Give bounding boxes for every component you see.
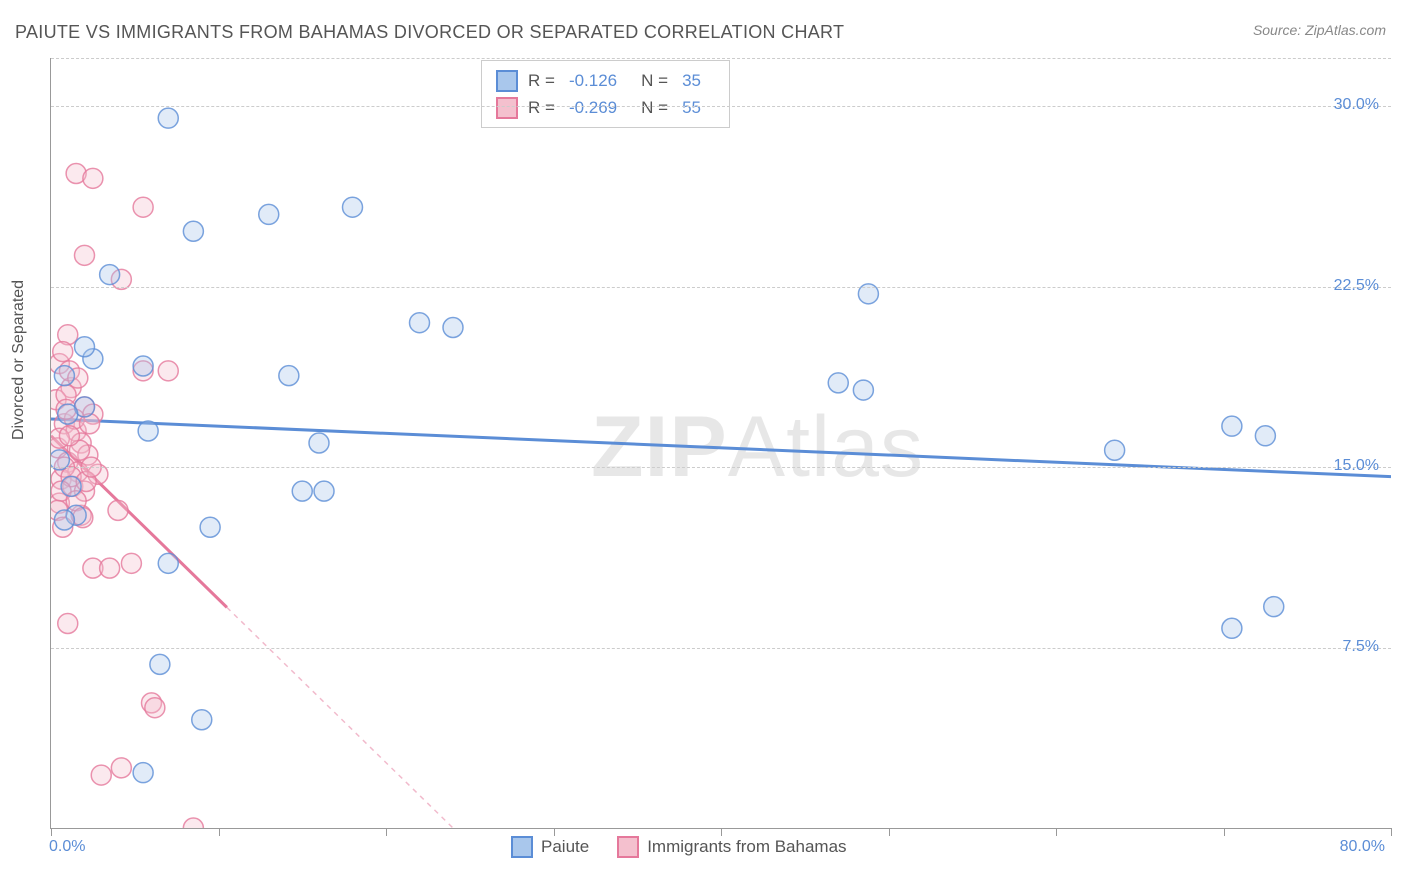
y-tick-label: 30.0% [1334,96,1379,114]
legend-item-bahamas: Immigrants from Bahamas [617,836,846,858]
y-tick-label: 7.5% [1343,638,1379,656]
y-axis-label: Divorced or Separated [10,280,28,440]
scatter-chart [51,58,1391,828]
source-label: Source: ZipAtlas.com [1253,22,1386,38]
legend-series: Paiute Immigrants from Bahamas [511,836,847,858]
x-max-label: 80.0% [1340,838,1385,856]
x-min-label: 0.0% [49,838,85,856]
swatch-paiute [511,836,533,858]
y-tick-label: 15.0% [1334,457,1379,475]
legend-item-paiute: Paiute [511,836,589,858]
plot-area: ZIPAtlas R = -0.126 N = 35 R = -0.269 N … [50,58,1391,829]
series-name-paiute: Paiute [541,837,589,857]
series-name-bahamas: Immigrants from Bahamas [647,837,846,857]
swatch-bahamas [617,836,639,858]
chart-title: PAIUTE VS IMMIGRANTS FROM BAHAMAS DIVORC… [15,22,844,43]
y-tick-label: 22.5% [1334,277,1379,295]
